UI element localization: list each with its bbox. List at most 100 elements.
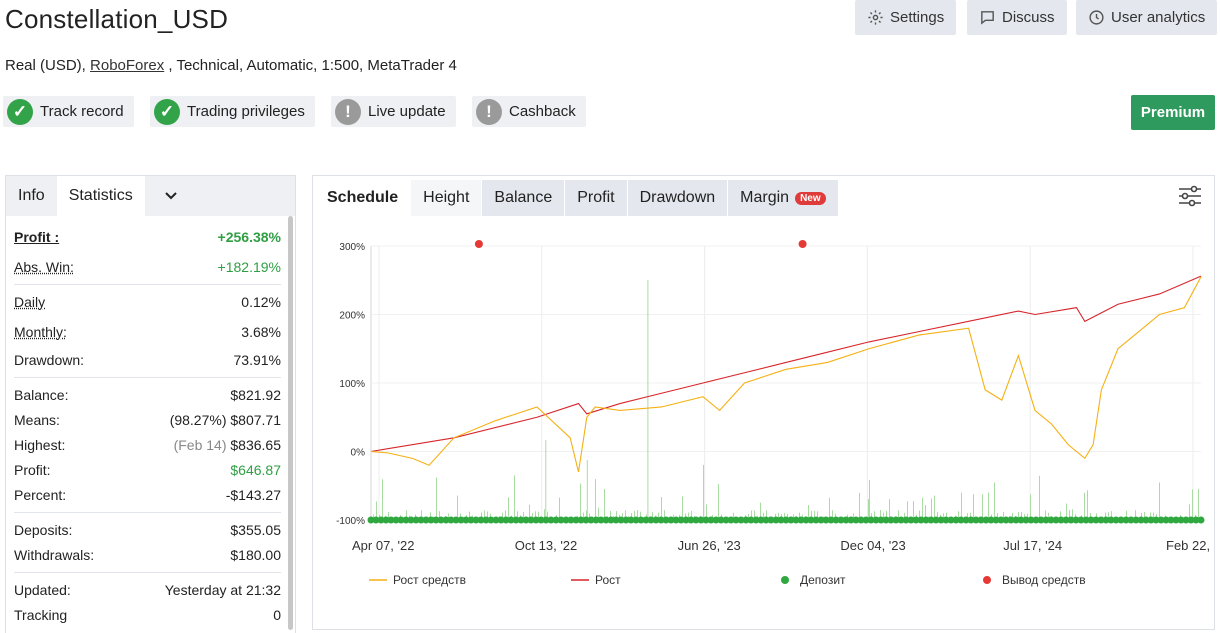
check-icon: ✓ (154, 98, 180, 125)
deposit-bar (535, 511, 536, 520)
deposit-point (647, 516, 655, 524)
deposit-point (1107, 516, 1115, 524)
stat-value: -$143.27 (225, 486, 281, 503)
deposit-bar (481, 512, 482, 520)
deposit-point (502, 516, 510, 524)
deposit-point (367, 516, 375, 524)
stat-row-profit: Profit : +256.38% (14, 224, 281, 249)
deposit-bar (778, 512, 779, 520)
deposit-bar (545, 440, 547, 520)
check-icon: ✓ (7, 98, 33, 125)
deposit-point (702, 516, 710, 524)
deposit-bar (859, 492, 860, 520)
deposit-point (932, 516, 940, 524)
deposit-point (862, 516, 870, 524)
user-analytics-button[interactable]: User analytics (1076, 0, 1218, 35)
deposit-bar (388, 512, 389, 520)
deposit-point (1037, 516, 1045, 524)
broker-link[interactable]: RoboForex (90, 57, 165, 74)
deposit-point (712, 516, 720, 524)
deposit-point (432, 516, 440, 524)
deposit-point (937, 516, 945, 524)
stat-value: +182.19% (217, 258, 281, 275)
deposit-point (917, 516, 925, 524)
deposit-point (1122, 516, 1130, 524)
tab-drawdown[interactable]: Drawdown (627, 180, 728, 216)
deposit-bar (376, 501, 377, 520)
deposit-bar (1090, 513, 1091, 520)
deposit-point (1077, 516, 1085, 524)
tab-balance[interactable]: Balance (482, 180, 565, 216)
deposit-bar (904, 512, 905, 520)
deposit-bar (631, 512, 632, 520)
deposit-bar (994, 482, 995, 520)
y-tick-label: -100% (336, 516, 365, 527)
deposit-bar (430, 512, 431, 520)
stat-value: $646.87 (230, 461, 281, 478)
deposit-bar (652, 512, 653, 520)
deposit-point (947, 516, 955, 524)
tab-margin[interactable]: Margin New (728, 180, 838, 216)
tab-statistics[interactable]: Statistics (56, 176, 145, 216)
deposit-point (837, 516, 845, 524)
deposit-point (687, 516, 695, 524)
tab-info[interactable]: Info (18, 187, 45, 204)
tab-schedule[interactable]: Schedule (313, 180, 411, 216)
deposit-point (967, 516, 975, 524)
deposit-bar (688, 512, 689, 520)
deposit-bar (1048, 512, 1049, 520)
scrollbar[interactable] (288, 216, 293, 630)
deposit-point (797, 516, 805, 524)
deposit-point (622, 516, 630, 524)
chevron-down-icon[interactable] (145, 176, 197, 216)
stats-panel: Info Statistics Profit : +256.38% Abs. Wi… (5, 175, 296, 633)
deposit-bar (703, 465, 704, 520)
deposit-bar (610, 510, 611, 520)
stat-label: Updated: (14, 581, 71, 598)
divider (14, 284, 281, 285)
deposit-bar (751, 510, 752, 520)
deposit-point (1072, 516, 1080, 524)
deposit-bar (793, 514, 794, 520)
tab-height[interactable]: Height (411, 180, 482, 216)
deposit-point (1167, 516, 1175, 524)
deposit-point (802, 516, 810, 524)
deposit-point (602, 516, 610, 524)
deposit-point (847, 516, 855, 524)
deposit-bar (1087, 490, 1088, 520)
discuss-label: Discuss (1002, 9, 1055, 26)
deposit-bar (898, 510, 899, 520)
divider (14, 377, 281, 378)
deposit-bar (814, 510, 815, 520)
deposit-point (757, 516, 765, 524)
deposit-point (537, 516, 545, 524)
deposit-bar (1105, 512, 1106, 520)
deposit-bar (925, 504, 926, 520)
tab-profit[interactable]: Profit (565, 180, 627, 216)
deposit-point (517, 516, 525, 524)
deposit-point (762, 516, 770, 524)
deposit-bar (880, 510, 881, 520)
deposit-bar (514, 475, 515, 520)
deposit-bar (682, 496, 683, 520)
deposit-point (387, 516, 395, 524)
deposit-point (822, 516, 830, 524)
deposit-bar (517, 511, 518, 520)
settings-button[interactable]: Settings (855, 0, 957, 35)
stat-label[interactable]: Monthly: (14, 323, 67, 340)
stat-label: Drawdown: (14, 351, 85, 368)
stat-label[interactable]: Daily (14, 293, 46, 310)
stat-label[interactable]: Abs. Win: (14, 258, 74, 275)
deposit-point (1017, 516, 1025, 524)
page-title: Constellation_USD (5, 4, 229, 34)
badge-trading-privileges: ✓ Trading privileges (150, 96, 315, 127)
deposit-point (1197, 516, 1205, 524)
sliders-icon[interactable] (1178, 185, 1202, 207)
stat-label[interactable]: Profit : (14, 228, 60, 245)
premium-button[interactable]: Premium (1131, 95, 1215, 130)
deposit-bar (754, 510, 755, 520)
deposit-bar (1192, 489, 1193, 520)
deposit-bar (598, 507, 599, 520)
discuss-button[interactable]: Discuss (967, 0, 1067, 35)
deposit-bar (958, 511, 959, 520)
